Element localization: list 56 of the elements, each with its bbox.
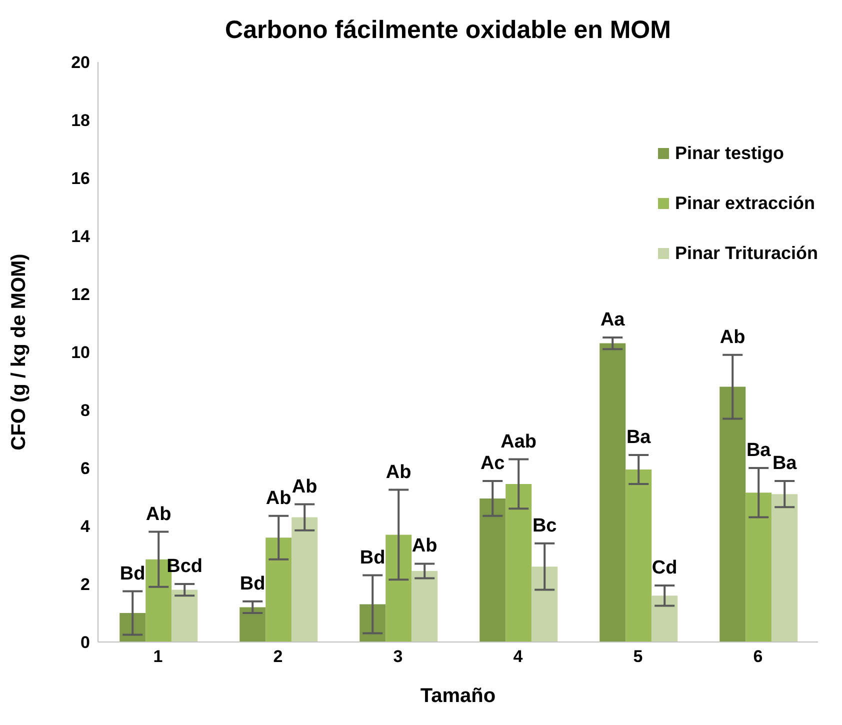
- data-label: Ac: [480, 453, 506, 474]
- x-axis-title: Tamaño: [420, 685, 496, 707]
- data-label: Aab: [500, 431, 537, 452]
- data-label: Ab: [146, 504, 172, 525]
- x-tick-label: 6: [753, 647, 763, 666]
- bar: [720, 386, 746, 642]
- data-label: Aa: [600, 310, 626, 330]
- bar: [626, 469, 652, 642]
- bar: [266, 538, 292, 642]
- bar: [600, 343, 626, 642]
- y-tick-label: 10: [71, 343, 90, 362]
- y-tick-label: 16: [71, 169, 90, 188]
- y-tick-label: 14: [71, 227, 91, 246]
- bar: [652, 596, 678, 642]
- y-tick-label: 2: [80, 575, 90, 594]
- y-tick-label: 18: [71, 111, 90, 130]
- y-tick-label: 20: [71, 53, 90, 72]
- data-label: Cd: [652, 557, 678, 578]
- bar: [240, 607, 266, 642]
- data-label: Bd: [120, 563, 146, 584]
- x-tick-label: 1: [153, 647, 163, 666]
- legend-label: Pinar Trituración: [674, 242, 818, 265]
- x-tick-label: 5: [633, 647, 643, 666]
- bar: [386, 534, 412, 642]
- bar: [292, 517, 318, 642]
- data-label: Ab: [266, 488, 292, 509]
- data-label: Ba: [746, 440, 772, 461]
- data-label: Ab: [292, 476, 318, 498]
- bar: [172, 590, 198, 642]
- bar: [412, 570, 438, 642]
- legend-label: Pinar extracción: [674, 192, 816, 215]
- bar: [480, 498, 506, 642]
- bar: [506, 484, 532, 642]
- bar: [360, 604, 386, 642]
- data-label: Ba: [626, 426, 652, 448]
- data-label: Bd: [240, 573, 266, 594]
- data-label: Ab: [720, 326, 746, 348]
- data-label: Bc: [532, 515, 558, 536]
- bar: [746, 492, 772, 642]
- legend-label: Pinar testigo: [674, 142, 784, 165]
- bar: [772, 494, 798, 642]
- bar: [532, 566, 558, 642]
- y-tick-label: 6: [80, 459, 90, 478]
- x-tick-label: 3: [393, 647, 403, 666]
- x-tick-label: 4: [513, 647, 524, 666]
- y-tick-label: 8: [80, 401, 90, 420]
- y-tick-label: 0: [80, 633, 90, 652]
- data-label: Bd: [360, 547, 386, 568]
- y-axis-title: CFO (g / kg de MOM): [8, 254, 30, 450]
- chart-title: Carbono fácilmente oxidable en MOM: [224, 15, 672, 46]
- data-label: Ba: [772, 453, 798, 474]
- data-label: Ab: [386, 462, 412, 483]
- y-tick-label: 4: [80, 517, 91, 536]
- y-tick-label: 12: [71, 285, 90, 304]
- data-label: Ab: [412, 536, 438, 557]
- x-tick-label: 2: [273, 647, 283, 666]
